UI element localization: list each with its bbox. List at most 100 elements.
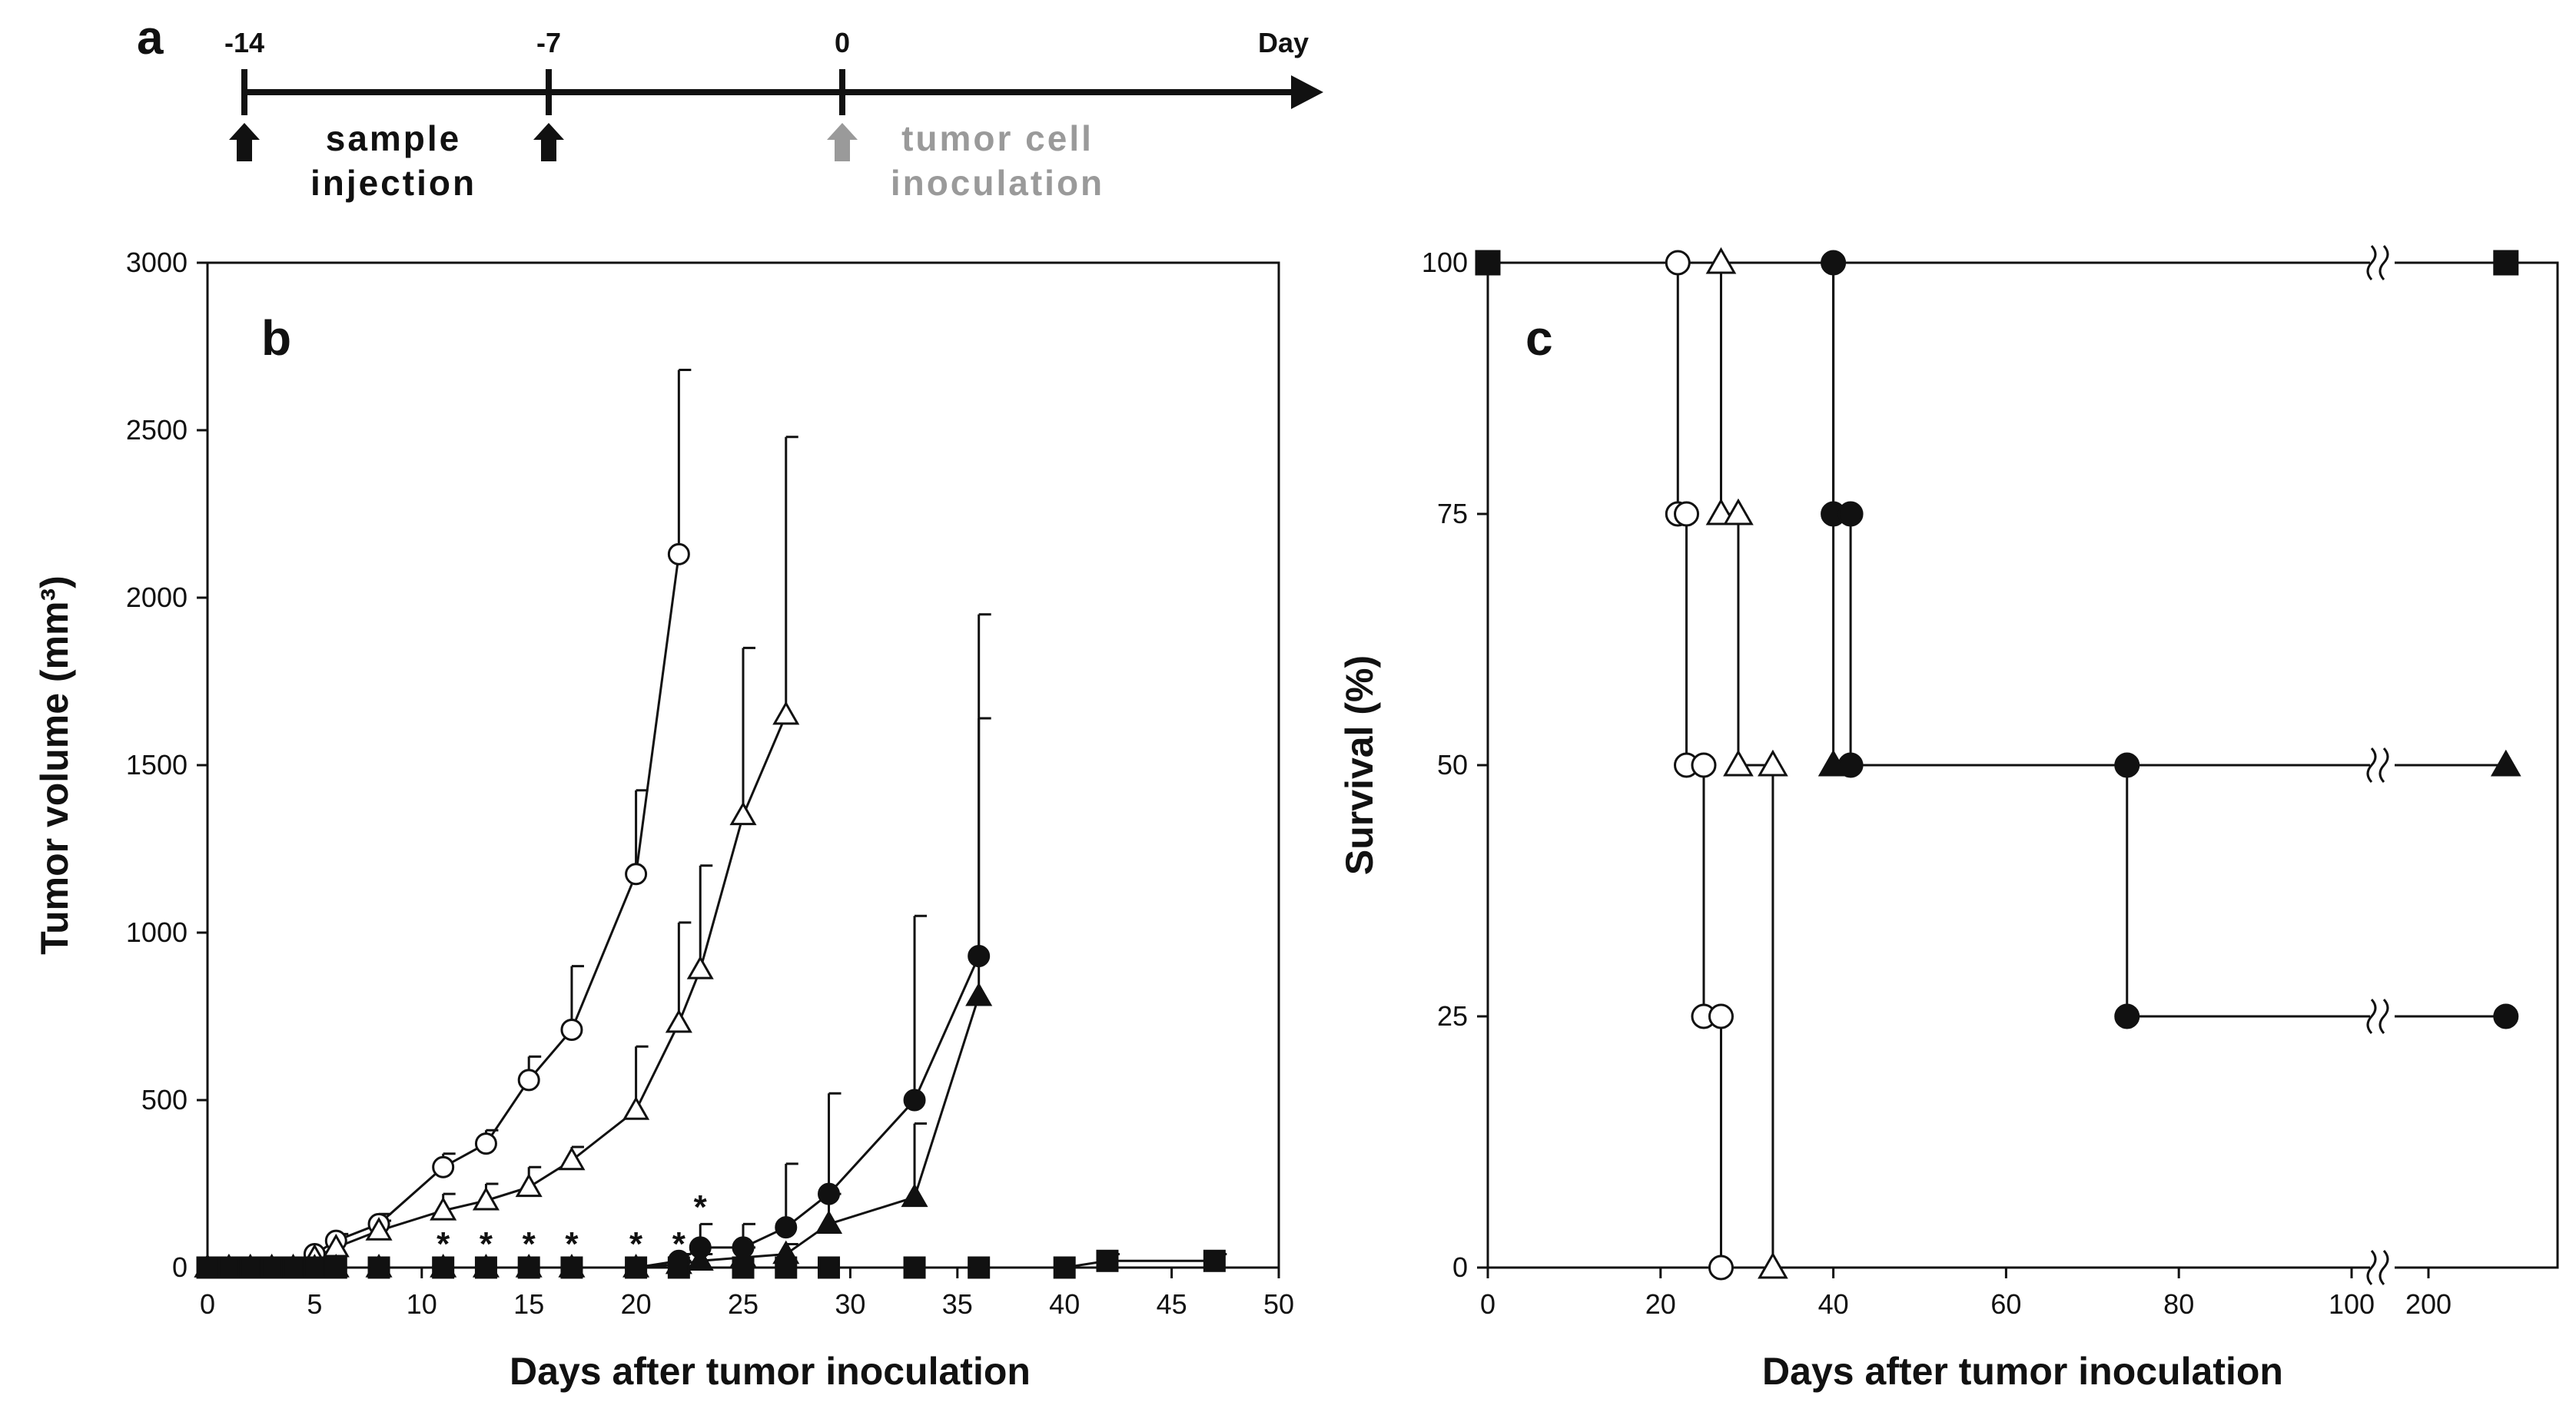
panel-b-point-2 xyxy=(903,1089,926,1112)
panel-c-xtick-label: 80 xyxy=(2163,1288,2194,1320)
panel-c-point-2 xyxy=(1821,250,1847,276)
inoculation-text-line1: tumor cell xyxy=(901,118,1094,158)
panel-b-point-4 xyxy=(261,1256,284,1279)
panel-c-axis-breaks xyxy=(2366,244,2395,1286)
panel-b-point-4 xyxy=(903,1256,926,1279)
panel-b-point-1 xyxy=(515,1173,543,1198)
timeline-label-0: 0 xyxy=(835,27,850,58)
panel-c-point-1 xyxy=(1758,1251,1788,1279)
panel-b-point-3 xyxy=(901,1183,928,1208)
panel-b-point-4 xyxy=(217,1256,241,1279)
panel-b-ytick-label: 1000 xyxy=(126,916,188,948)
panel-c-point-0 xyxy=(1674,501,1700,527)
timeline-label-minus14: -14 xyxy=(224,27,264,58)
panel-c-point-0 xyxy=(1665,250,1691,276)
panel-b-point-1 xyxy=(365,1217,393,1241)
panel-c-ytick-label: 100 xyxy=(1422,247,1468,278)
panel-b-significance-mark: * xyxy=(565,1225,579,1263)
panel-b-xtick-label: 30 xyxy=(835,1288,865,1320)
panel-c-xlabel: Days after tumor inoculation xyxy=(1762,1350,2283,1393)
panel-b-point-3 xyxy=(815,1210,843,1235)
panel-b-tumor-volume-chart: b 0 5 10 15 20 25 30 35 40 45 50050010001500200025… xyxy=(33,247,1294,1393)
panel-c-xtick-label: 0 xyxy=(1480,1288,1495,1320)
panel-c-xtick-label: 200 xyxy=(2405,1288,2452,1320)
panel-c-ytick-label: 0 xyxy=(1452,1251,1468,1283)
panel-b-point-2 xyxy=(818,1182,841,1205)
panel-c-point-3 xyxy=(1817,749,1849,777)
axis-break-squiggle xyxy=(2378,244,2389,281)
panel-c-point-2 xyxy=(1837,501,1864,527)
panel-b-point-4 xyxy=(303,1256,326,1279)
panel-b-point-4 xyxy=(732,1256,755,1279)
timeline-arrowhead xyxy=(1291,75,1323,109)
panel-b-significance-mark: * xyxy=(672,1225,686,1263)
panel-c-point-1 xyxy=(1723,749,1754,777)
panel-c-letter: c xyxy=(1525,310,1553,366)
panel-b-ytick-label: 0 xyxy=(172,1251,188,1283)
panel-b-point-3 xyxy=(965,982,993,1006)
panel-c-data xyxy=(1475,244,2521,1286)
panel-c-point-3 xyxy=(2490,749,2521,777)
panel-b-axes: 0 5 10 15 20 25 30 35 40 45 5005001000150020002500… xyxy=(126,247,1294,1320)
panel-c-ylabel: Survival (%) xyxy=(1338,655,1381,875)
panel-b-point-4 xyxy=(432,1256,455,1279)
panel-b-ylabel: Tumor volume (mm³) xyxy=(33,575,76,955)
panel-b-xlabel: Days after tumor inoculation xyxy=(510,1350,1031,1393)
panel-b-point-0 xyxy=(560,1018,583,1041)
panel-b-point-4 xyxy=(282,1256,305,1279)
panel-b-point-4 xyxy=(1203,1249,1226,1272)
panel-b-point-4 xyxy=(560,1256,583,1279)
injection-text-line1: sample xyxy=(326,118,462,158)
panel-b-letter: b xyxy=(261,310,291,366)
panel-b-ytick-label: 1500 xyxy=(126,749,188,781)
panel-b-xtick-label: 35 xyxy=(942,1288,973,1320)
panel-c-point-1 xyxy=(1723,498,1754,525)
injection-text-line2: injection xyxy=(310,163,476,203)
panel-b-xtick-label: 40 xyxy=(1049,1288,1080,1320)
panel-b-significance-mark: * xyxy=(629,1225,643,1263)
panel-b-ytick-label: 500 xyxy=(141,1084,188,1115)
panel-b-point-0 xyxy=(625,863,648,886)
panel-b-point-4 xyxy=(474,1256,497,1279)
panel-c-point-4 xyxy=(2493,250,2519,276)
panel-b-point-3 xyxy=(686,1247,714,1271)
panel-b-xtick-label: 5 xyxy=(307,1288,322,1320)
panel-b-point-1 xyxy=(665,1009,692,1033)
panel-b-point-1 xyxy=(558,1146,586,1171)
panel-b-point-4 xyxy=(324,1256,347,1279)
panel-b-xtick-label: 10 xyxy=(407,1288,437,1320)
panel-c-point-2 xyxy=(2114,752,2140,778)
timeline-label-minus7: -7 xyxy=(536,27,561,58)
panel-b-ytick-label: 3000 xyxy=(126,247,188,278)
panel-b-series-line-3 xyxy=(207,996,981,1269)
panel-c-point-0 xyxy=(1708,1003,1734,1029)
panel-c-survival-chart: c 0 20 40 60 80 100 200 0 25 50 75 100 Days after t… xyxy=(1338,244,2559,1393)
axis-break-squiggle xyxy=(2366,1249,2377,1286)
panel-b-point-4 xyxy=(968,1256,991,1279)
panel-b-point-4 xyxy=(625,1256,648,1279)
panel-a-timeline: a -14 -7 0 Day sample injection tumor ce… xyxy=(137,12,1323,203)
panel-b-significance-mark: * xyxy=(523,1225,536,1263)
axis-break-squiggle xyxy=(2378,747,2389,784)
panel-b-ytick-label: 2000 xyxy=(126,582,188,613)
axis-break-squiggle xyxy=(2378,1249,2389,1286)
panel-b-point-4 xyxy=(1096,1249,1119,1272)
panel-c-xtick-label: 40 xyxy=(1818,1288,1849,1320)
injection-arrow-icon-1 xyxy=(229,123,260,161)
panel-b-point-4 xyxy=(196,1256,219,1279)
panel-b-xtick-label: 25 xyxy=(728,1288,759,1320)
panel-c-axes: 0 20 40 60 80 100 200 0 25 50 75 100 xyxy=(1422,247,2452,1320)
panel-b-point-4 xyxy=(667,1256,690,1279)
panel-b-point-2 xyxy=(968,945,991,968)
panel-b-point-4 xyxy=(1053,1256,1076,1279)
panel-c-point-2 xyxy=(2114,1003,2140,1029)
panel-c-ytick-label: 25 xyxy=(1437,1000,1468,1032)
panel-b-ytick-label: 2500 xyxy=(126,414,188,446)
panel-b-point-4 xyxy=(517,1256,540,1279)
panel-b-xtick-label: 50 xyxy=(1263,1288,1294,1320)
panel-b-point-1 xyxy=(772,701,800,725)
panel-b-data: * * * * * ** xyxy=(194,369,1227,1279)
panel-b-point-0 xyxy=(517,1069,540,1092)
panel-c-point-2 xyxy=(2493,1003,2519,1029)
panel-b-point-0 xyxy=(432,1155,455,1178)
